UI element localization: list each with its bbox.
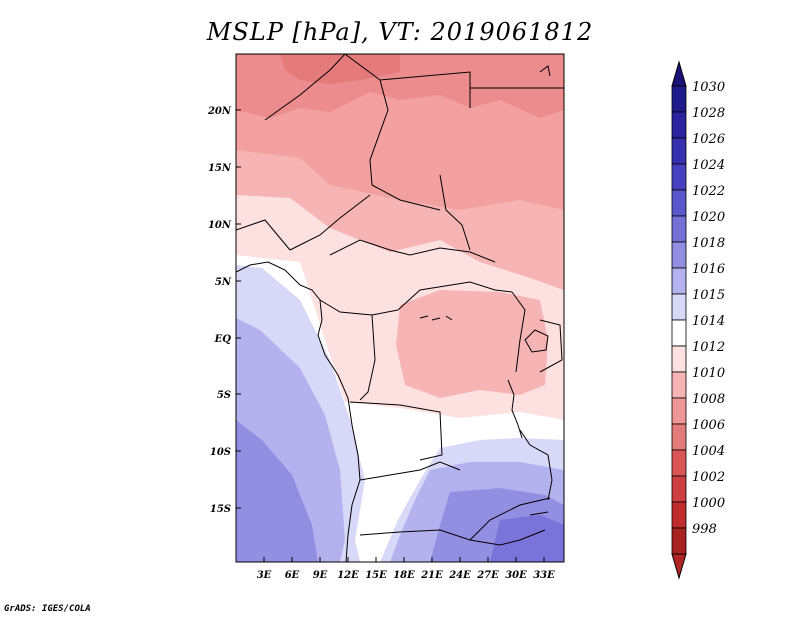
colorbar-swatch-1008 <box>671 397 687 425</box>
lon-label-3e: 3E <box>257 570 272 581</box>
colorbar-swatch-998 <box>671 527 687 555</box>
lat-label-5n: 5N <box>215 277 232 288</box>
lon-label-27e: 27E <box>476 570 499 581</box>
border-line <box>379 71 471 108</box>
colorbar-label-1004: 1004 <box>692 444 725 459</box>
lon-label-21e: 21E <box>420 570 443 581</box>
border-line <box>236 219 291 251</box>
lake-outline <box>529 511 549 516</box>
field-1022-region <box>490 515 564 562</box>
colorbar-swatch-1010 <box>671 371 687 399</box>
colorbar-swatch-1018 <box>671 241 687 269</box>
colorbar-bottom-arrow <box>671 553 687 580</box>
lon-label-12e: 12E <box>337 570 359 581</box>
border-line <box>371 184 441 211</box>
colorbar-swatch-1012 <box>671 345 687 373</box>
border-line <box>511 291 526 373</box>
colorbar-swatch-1016 <box>671 267 687 295</box>
border-line <box>349 401 443 461</box>
colorbar-swatch-1006 <box>671 423 687 451</box>
border-line <box>289 194 371 251</box>
colorbar-swatch-1020 <box>671 215 687 243</box>
border-line <box>359 461 461 481</box>
colorbar-label-1015: 1015 <box>692 288 725 303</box>
lat-label-15n: 15N <box>208 163 232 174</box>
lon-label-9e: 9E <box>313 570 328 581</box>
lat-label-20n: 20N <box>207 106 232 117</box>
colorbar-label-1008: 1008 <box>692 392 725 407</box>
grads-credit: GrADS: IGES/COLA <box>4 604 91 614</box>
border-line <box>359 314 376 401</box>
colorbar-swatch-1015 <box>671 293 687 321</box>
lat-label-eq: EQ <box>214 334 232 345</box>
country-borders <box>236 54 564 562</box>
lon-label-6e: 6E <box>285 570 300 581</box>
colorbar-label-998: 998 <box>692 522 717 537</box>
colorbar-label-1022: 1022 <box>692 184 725 199</box>
colorbar-swatch-1002 <box>671 475 687 503</box>
colorbar-swatch-1028 <box>671 111 687 139</box>
colorbar-label-1006: 1006 <box>692 418 725 433</box>
border-line <box>469 497 551 541</box>
colorbar-swatch-1014 <box>671 319 687 347</box>
lake-outline <box>419 315 453 321</box>
colorbar-swatch-1022 <box>671 189 687 217</box>
lat-label-10s: 10S <box>210 447 231 458</box>
lat-label-15s: 15S <box>210 504 231 515</box>
colorbar-label-1020: 1020 <box>692 210 725 225</box>
lat-label-10n: 10N <box>208 220 232 231</box>
border-line <box>264 54 346 121</box>
colorbar-swatch-1030 <box>671 85 687 113</box>
latitude-axis: 20N 15N 10N 5N EQ 5S 10S 15S <box>207 106 241 515</box>
colorbar-swatch-1024 <box>671 163 687 191</box>
colorbar-label-1028: 1028 <box>692 106 725 121</box>
colorbar: 1030 1028 1026 1024 1022 1020 1018 1016 1015 1014… <box>671 60 725 580</box>
lon-label-33e: 33E <box>533 570 555 581</box>
field-1020-region <box>236 420 564 562</box>
border-line <box>319 299 399 316</box>
island-outline <box>539 65 551 77</box>
colorbar-label-1000: 1000 <box>692 496 725 511</box>
colorbar-label-1010: 1010 <box>692 366 725 381</box>
border-line <box>439 174 471 251</box>
colorbar-label-1024: 1024 <box>692 158 725 173</box>
border-line <box>344 54 389 186</box>
border-line <box>519 429 553 501</box>
colorbar-label-1018: 1018 <box>692 236 725 251</box>
lake-outline <box>507 379 523 439</box>
lon-label-15e: 15E <box>365 570 387 581</box>
map-title: MSLP [hPa], VT: 2019061812 <box>206 18 594 46</box>
colorbar-label-1012: 1012 <box>692 340 725 355</box>
border-line <box>397 281 513 311</box>
border-line <box>539 319 563 373</box>
lake-outline <box>524 329 549 353</box>
border-line <box>329 239 496 263</box>
lon-label-24e: 24E <box>448 570 471 581</box>
field-1004-region <box>280 54 400 84</box>
map-frame <box>235 53 565 563</box>
colorbar-label-1030: 1030 <box>692 80 725 95</box>
colorbar-label-1016: 1016 <box>692 262 725 277</box>
colorbar-label-1002: 1002 <box>692 470 725 485</box>
coastline <box>236 261 361 562</box>
field-1010-central-basin <box>396 290 548 398</box>
colorbar-swatch-1000 <box>671 501 687 529</box>
lon-label-30e: 30E <box>505 570 527 581</box>
colorbar-top-arrow <box>671 60 687 87</box>
lat-label-5s: 5S <box>217 390 231 401</box>
colorbar-swatch-1004 <box>671 449 687 477</box>
longitude-axis: 3E 6E 9E 12E 15E 18E 21E 24E 27E 30E 33E <box>257 557 555 581</box>
pressure-field <box>236 54 564 562</box>
colorbar-swatch-1026 <box>671 137 687 165</box>
colorbar-label-1014: 1014 <box>692 314 725 329</box>
colorbar-label-1026: 1026 <box>692 132 725 147</box>
lon-label-18e: 18E <box>393 570 415 581</box>
